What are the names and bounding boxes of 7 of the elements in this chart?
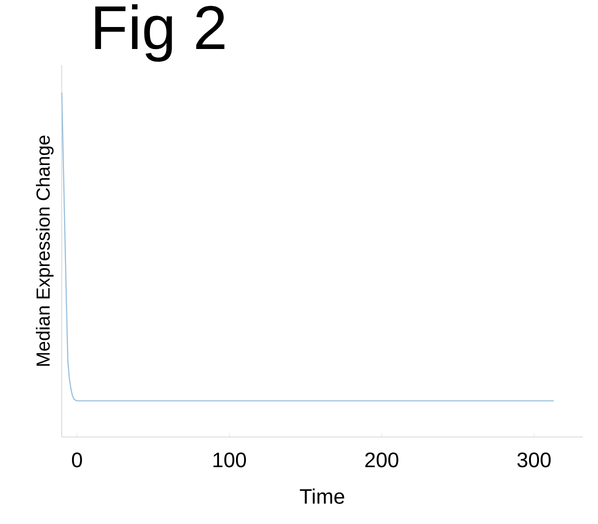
x-tick-label: 200 (365, 452, 398, 468)
x-tick-label: 300 (517, 452, 551, 468)
x-tick-label: 0 (72, 452, 82, 468)
x-tick-label: 100 (213, 452, 246, 468)
x-axis-title: Time (300, 488, 344, 504)
y-axis-title: Median Expression Change (36, 136, 54, 366)
chart-title: Fig 2 (95, 4, 224, 62)
